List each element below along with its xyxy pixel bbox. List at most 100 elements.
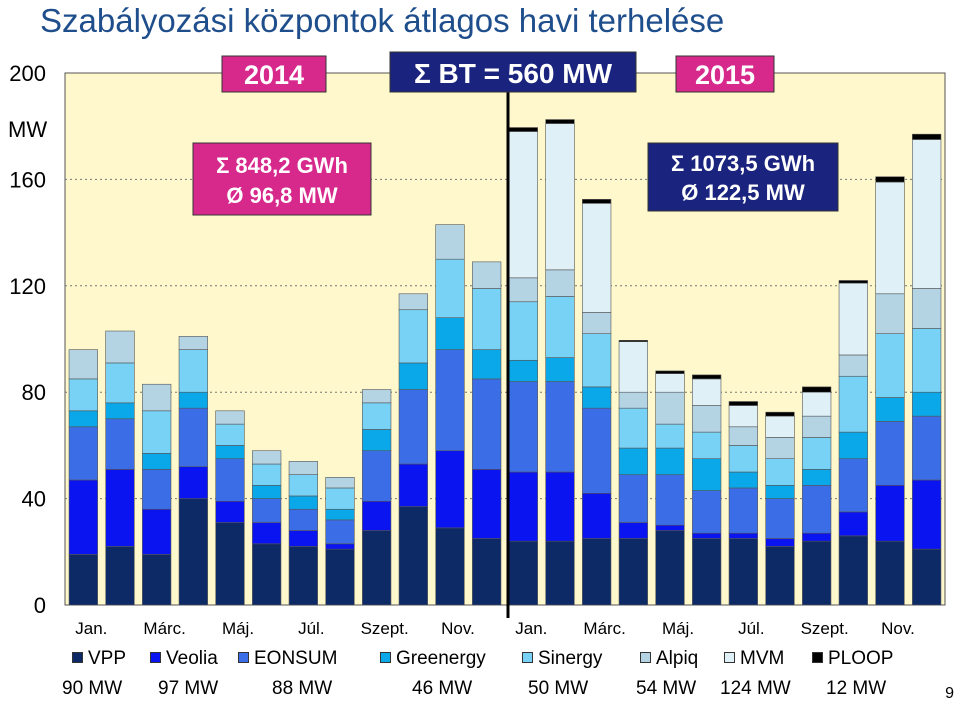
bar-segment-veolia — [252, 522, 282, 545]
sum-2014-box: Σ 848,2 GWh Ø 96,8 MW — [192, 142, 372, 216]
legend-swatch — [724, 652, 735, 663]
bar-segment-veolia — [68, 479, 98, 555]
bar-segment-ploop — [912, 133, 942, 140]
bar-segment-ploop — [655, 370, 685, 374]
bt-total-box: Σ BT = 560 MW — [389, 51, 637, 93]
x-tick-label: Jan. — [515, 619, 547, 638]
bar-segment-mvm — [692, 378, 722, 406]
x-axis-ticks: Jan. Márc. Máj. Júl. Szept. Nov. Jan. Márc. Máj.… — [75, 619, 915, 638]
bar-segment-veolia — [618, 522, 648, 539]
bar-segment-eonsum — [105, 418, 135, 470]
x-tick-label: Júl. — [298, 619, 324, 638]
bar-segment-eonsum — [142, 469, 172, 510]
bar-segment-sinergy — [802, 437, 832, 470]
bar-segment-mvm — [802, 391, 832, 417]
bar-segment-alpiq — [105, 330, 135, 364]
bar-segment-sinergy — [765, 458, 795, 486]
sum-2014-line1: Σ 848,2 GWh — [216, 153, 348, 178]
bar-segment-ploop — [765, 411, 795, 417]
bar-segment-vpp — [875, 540, 905, 606]
bar-segment-greenergy — [252, 484, 282, 499]
bar-segment-eonsum — [472, 378, 502, 470]
x-tick-label: Máj. — [662, 619, 694, 638]
bar-segment-sinergy — [618, 407, 648, 449]
legend-swatch — [72, 652, 83, 663]
legend-swatch — [238, 652, 249, 663]
bar-segment-eonsum — [215, 458, 245, 502]
bar-segment-ploop — [692, 374, 722, 380]
bar-segment-eonsum — [435, 349, 465, 452]
bar-segment-veolia — [325, 543, 355, 550]
y-tick-label: 160 — [9, 167, 46, 192]
bar-segment-vpp — [325, 548, 355, 606]
bar-segment-vpp — [142, 554, 172, 606]
year-2015-box: 2015 — [675, 55, 775, 93]
bar-segment-alpiq — [802, 415, 832, 438]
bar-segment-sinergy — [325, 487, 355, 510]
bar-segment-ploop — [618, 340, 648, 342]
sum-2014-line2: Ø 96,8 MW — [226, 183, 337, 208]
x-tick-label: Szept. — [801, 619, 849, 638]
x-tick-label: Nov. — [441, 619, 475, 638]
bar-segment-alpiq — [68, 349, 98, 380]
legend-value-greenergy: 46 MW — [412, 678, 473, 699]
bar-segment-veolia — [802, 532, 832, 542]
bar-segment-alpiq — [765, 437, 795, 460]
bar-segment-greenergy — [215, 445, 245, 459]
bar-segment-eonsum — [875, 421, 905, 486]
bar-segment-veolia — [582, 492, 612, 539]
bar-segment-alpiq — [508, 277, 538, 303]
bar-segment-veolia — [692, 532, 722, 539]
legend-item-mvm: MVM — [724, 648, 784, 670]
bar-segment-greenergy — [435, 317, 465, 350]
sum-2015-box: Σ 1073,5 GWh Ø 122,5 MW — [647, 142, 839, 212]
bar-segment-vpp — [362, 530, 392, 606]
bar-segment-veolia — [288, 530, 318, 547]
bar-stacks — [68, 119, 942, 606]
bar-segment-alpiq — [142, 383, 172, 412]
x-tick-label: Márc. — [143, 619, 186, 638]
bar-segment-ploop — [728, 401, 758, 406]
bar-segment-veolia — [838, 511, 868, 537]
bar-segment-sinergy — [105, 362, 135, 404]
bar-segment-vpp — [472, 538, 502, 606]
x-tick-label: Márc. — [583, 619, 626, 638]
bar-segment-sinergy — [142, 410, 172, 454]
sum-2015-line1: Σ 1073,5 GWh — [671, 151, 815, 176]
bar-segment-eonsum — [252, 498, 282, 523]
legend-label: VPP — [88, 648, 127, 669]
bar-segment-sinergy — [912, 328, 942, 393]
bar-segment-greenergy — [692, 458, 722, 491]
bar-segment-veolia — [728, 532, 758, 539]
bar-segment-greenergy — [912, 391, 942, 417]
bar-segment-sinergy — [582, 333, 612, 388]
bar-segment-vpp — [288, 546, 318, 606]
bar-segment-ploop — [875, 176, 905, 183]
bar-segment-vpp — [802, 540, 832, 606]
bar-segment-eonsum — [325, 519, 355, 545]
bar-segment-sinergy — [288, 474, 318, 497]
bar-segment-mvm — [655, 373, 685, 393]
year-2014-text: 2014 — [244, 60, 304, 90]
bar-segment-mvm — [875, 181, 905, 295]
bar-segment-alpiq — [362, 389, 392, 404]
bar-segment-alpiq — [435, 224, 465, 260]
bar-segment-greenergy — [655, 447, 685, 475]
legend-item-eonsum: EONSUM — [238, 648, 337, 670]
sum-2015-line2: Ø 122,5 MW — [681, 180, 805, 205]
bar-segment-eonsum — [582, 407, 612, 494]
bar-segment-eonsum — [545, 381, 575, 473]
bar-segment-sinergy — [728, 445, 758, 473]
bar-segment-eonsum — [178, 407, 208, 467]
x-tick-label: Júl. — [738, 619, 764, 638]
legend-label: EONSUM — [254, 648, 338, 669]
bar-segment-veolia — [178, 466, 208, 499]
bar-segment-veolia — [912, 479, 942, 550]
bar-segment-vpp — [508, 540, 538, 606]
legend-value-alpiq: 54 MW — [636, 678, 697, 699]
bar-segment-greenergy — [802, 469, 832, 486]
bar-segment-veolia — [508, 471, 538, 542]
bar-segment-greenergy — [765, 484, 795, 499]
bar-segment-ploop — [802, 386, 832, 393]
bar-segment-alpiq — [692, 405, 722, 433]
